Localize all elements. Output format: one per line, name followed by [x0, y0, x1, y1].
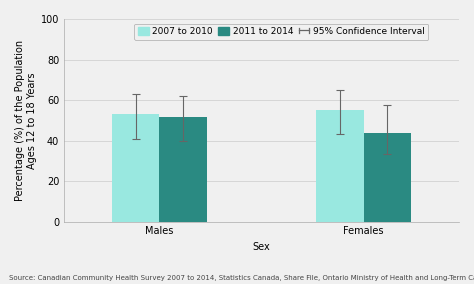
X-axis label: Sex: Sex: [253, 242, 270, 252]
Bar: [364, 133, 411, 222]
Bar: [159, 117, 207, 222]
Bar: [316, 110, 364, 222]
Text: Source: Canadian Community Health Survey 2007 to 2014, Statistics Canada, Share : Source: Canadian Community Health Survey…: [9, 275, 474, 281]
Y-axis label: Percentage (%) of the Population
Ages 12 to 18 Years: Percentage (%) of the Population Ages 12…: [15, 40, 36, 201]
Legend: 2007 to 2010, 2011 to 2014, 95% Confidence Interval: 2007 to 2010, 2011 to 2014, 95% Confiden…: [134, 24, 428, 40]
Bar: [112, 114, 159, 222]
